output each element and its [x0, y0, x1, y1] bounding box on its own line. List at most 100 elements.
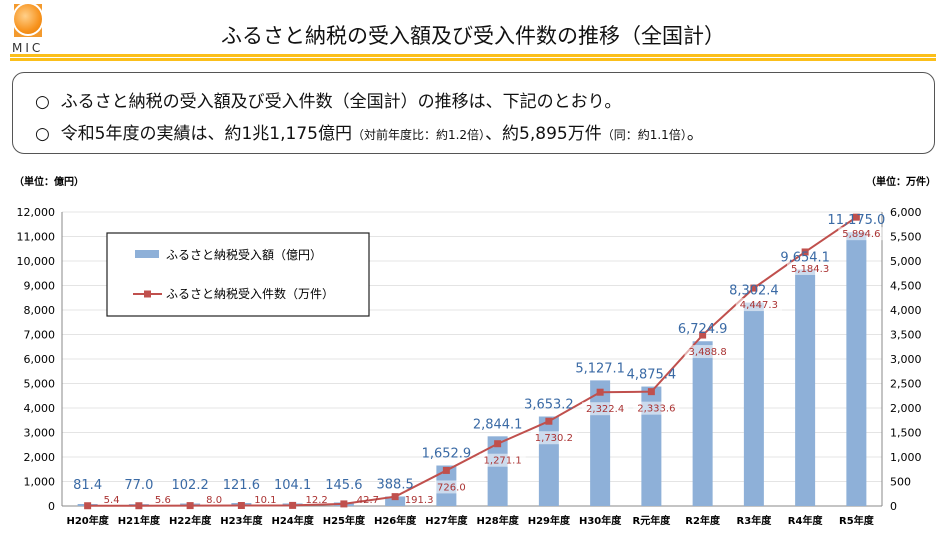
category-label: R5年度 [839, 514, 875, 527]
bar-data-label: 11,175.0 [827, 213, 885, 228]
bar [795, 269, 816, 506]
bar-data-label: 388.5 [377, 477, 414, 492]
label-bg [787, 261, 834, 275]
summary-line-1: ○ ふるさと納税の受入額及び受入件数（全国計）の推移は、下記のとおり。 [35, 87, 621, 112]
line-data-label: 726.0 [437, 482, 466, 493]
bar-data-label: 5,127.1 [575, 361, 625, 376]
line-marker [84, 502, 92, 510]
label-bg [434, 480, 468, 494]
left-tick-label: 5,000 [24, 378, 56, 391]
left-tick-label: 6,000 [24, 353, 56, 366]
summary-box: ○ ふるさと納税の受入額及び受入件数（全国計）の推移は、下記のとおり。 ○ 令和… [12, 72, 935, 154]
bar [385, 496, 406, 506]
line-series [87, 216, 857, 507]
bullet: ○ [35, 92, 50, 112]
line-data-label: 12.2 [305, 495, 327, 506]
line-data-label: 191.3 [405, 495, 434, 506]
category-label: H24年度 [271, 514, 314, 527]
right-tick-label: 2,500 [890, 378, 922, 391]
bar [692, 341, 713, 506]
line-marker [494, 440, 502, 448]
bullet: ○ [35, 124, 50, 144]
line-data-label: 5.4 [104, 495, 120, 506]
left-tick-label: 7,000 [24, 329, 56, 342]
line-marker [186, 502, 194, 510]
left-tick-label: 2,000 [24, 451, 56, 464]
line-data-label: 8.0 [206, 495, 222, 506]
bar [641, 386, 662, 506]
right-tick-label: 6,000 [890, 206, 922, 219]
line-data-label: 5,894.6 [842, 229, 880, 240]
right-tick-label: 2,000 [890, 402, 922, 415]
right-tick-label: 1,000 [890, 451, 922, 464]
bar [590, 380, 611, 506]
legend [106, 232, 370, 317]
line-marker [135, 502, 143, 510]
left-tick-label: 12,000 [17, 206, 56, 219]
line-data-label: 5.6 [155, 495, 171, 506]
line-data-label: 4,447.3 [740, 300, 778, 311]
summary-note: （同：約1.1倍） [601, 128, 687, 142]
bar [846, 232, 867, 506]
summary-note: （対前年度比：約1.2倍） [351, 128, 486, 142]
category-label: H23年度 [220, 514, 263, 527]
divider [10, 58, 936, 61]
right-tick-label: 500 [890, 476, 911, 489]
bar [743, 302, 764, 506]
summary-text: 、約5,895万件 [485, 124, 602, 144]
right-tick-label: 4,500 [890, 280, 922, 293]
bar-data-label: 77.0 [124, 478, 153, 493]
line-marker [391, 493, 399, 501]
bar-data-label: 9,654.1 [780, 250, 830, 265]
bar-data-label: 1,652.9 [422, 447, 472, 462]
line-data-label: 1,271.1 [484, 456, 522, 467]
line-marker [699, 331, 707, 339]
line-marker [596, 388, 604, 396]
right-tick-label: 0 [890, 500, 897, 513]
right-tick-label: 3,000 [890, 353, 922, 366]
bar [538, 416, 559, 506]
line-marker [340, 500, 348, 508]
label-bg [838, 227, 885, 241]
line-data-label: 5,184.3 [791, 264, 829, 275]
line-data-label: 10.1 [254, 495, 276, 506]
category-label: H20年度 [66, 514, 109, 527]
category-label: R2年度 [685, 514, 721, 527]
mic-logo: MIC [10, 2, 60, 56]
bar-data-label: 8,302.4 [729, 284, 779, 299]
line-data-label: 1,730.2 [535, 433, 573, 444]
left-tick-label: 8,000 [24, 304, 56, 317]
line-data-label: 42.7 [357, 495, 379, 506]
summary-text: 令和5年度の実績は、約1兆1,175億円 [60, 124, 352, 144]
bar-data-label: 3,653.2 [524, 397, 574, 412]
page-title: ふるさと納税の受入額及び受入件数の推移（全国計） [221, 24, 725, 48]
line-marker [442, 466, 450, 474]
bar-data-label: 6,724.9 [678, 322, 728, 337]
divider [10, 54, 936, 57]
bar-data-label: 121.6 [223, 478, 260, 493]
category-label: H28年度 [476, 514, 519, 527]
category-label: H26年度 [374, 514, 417, 527]
label-bg [684, 345, 731, 359]
category-label: H25年度 [323, 514, 366, 527]
bar-data-label: 81.4 [73, 478, 102, 493]
line-data-label: 2,322.4 [586, 404, 624, 415]
bar-data-label: 102.2 [172, 478, 209, 493]
category-label: H27年度 [425, 514, 468, 527]
summary-text: ふるさと納税の受入額及び受入件数（全国計）の推移は、下記のとおり。 [60, 92, 622, 112]
line-marker [545, 417, 553, 425]
line-marker [801, 248, 809, 256]
left-tick-label: 10,000 [17, 255, 56, 268]
legend-bar-label: ふるさと納税受入額（億円） [166, 248, 322, 262]
summary-line-2: ○ 令和5年度の実績は、約1兆1,175億円（対前年度比：約1.2倍）、約5,8… [35, 119, 704, 144]
bar-data-label: 2,844.1 [473, 417, 523, 432]
bar-data-label: 4,875.4 [627, 368, 677, 383]
category-label: R元年度 [633, 514, 672, 527]
bar-data-label: 145.6 [325, 478, 362, 493]
label-bg [735, 298, 782, 312]
line-data-label: 3,488.8 [689, 347, 727, 358]
bar-data-label: 104.1 [274, 478, 311, 493]
line-data-label: 2,333.6 [637, 404, 675, 415]
line-marker [647, 388, 655, 396]
